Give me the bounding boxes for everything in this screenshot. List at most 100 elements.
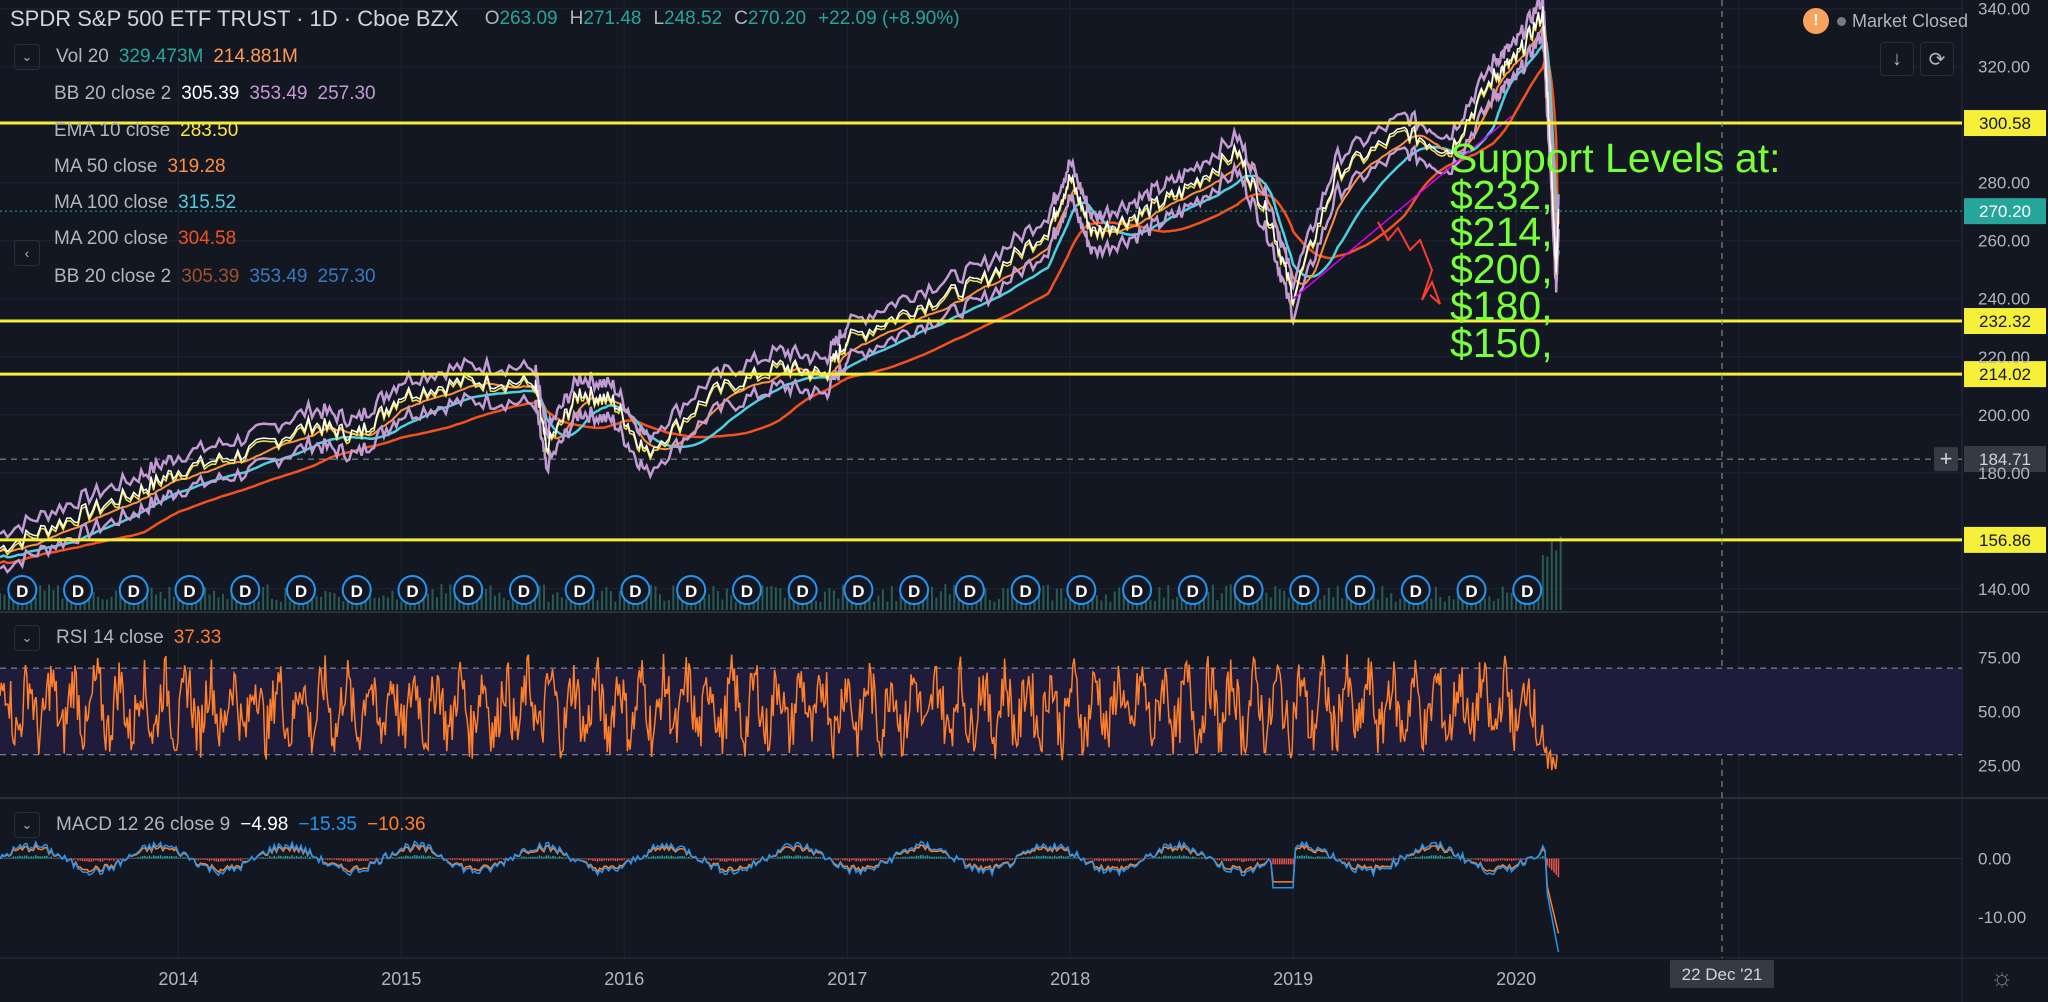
legend-name: MACD 12 26 close 9 — [56, 814, 231, 835]
legend-name: BB 20 close 2 — [54, 266, 172, 287]
dividend-marker-label: D — [1410, 582, 1422, 601]
rsi-band — [0, 668, 1962, 755]
dividend-marker-label: D — [295, 582, 307, 601]
legend-value: −15.35 — [298, 814, 357, 835]
legend-value: 214.881M — [213, 46, 298, 67]
rsi-line — [0, 653, 1558, 771]
dividend-marker-icon — [1010, 575, 1041, 605]
ohlc-open: O263.09 — [484, 8, 558, 29]
time-axis-tick: 2018 — [1050, 969, 1090, 989]
legend-value: 37.33 — [173, 627, 222, 648]
legend-value: 257.30 — [317, 83, 376, 104]
dividend-marker-label: D — [574, 582, 586, 601]
collapse-chevron-icon[interactable]: ⌄ — [14, 625, 40, 651]
red-arrow-annotation — [1377, 221, 1441, 305]
dividend-marker-icon — [620, 575, 651, 605]
dividend-marker-icon — [1066, 575, 1097, 605]
dividend-marker-label: D — [406, 582, 418, 601]
legend-value: 305.39 — [181, 83, 240, 104]
settings-gear-icon: ☼ — [1990, 962, 2014, 992]
legend-value: 319.28 — [167, 156, 226, 177]
dividend-marker-icon — [1122, 575, 1153, 605]
dividend-marker-label: D — [1131, 582, 1143, 601]
legend-value: 305.39 — [181, 266, 240, 287]
level-price-label: 300.58 — [1979, 114, 2031, 133]
dividend-marker-icon — [63, 575, 94, 605]
crosshair-price-label: 184.71 — [1979, 450, 2031, 469]
price-axis-tick: 180.00 — [1978, 464, 2030, 483]
legend-name: RSI 14 close — [56, 627, 164, 648]
market-status[interactable]: ! Market Closed — [1802, 8, 1968, 34]
dividend-marker-label: D — [1075, 582, 1087, 601]
dividend-marker-label: D — [16, 582, 28, 601]
level-price-badge — [1964, 110, 2046, 137]
dividend-marker-icon — [899, 575, 930, 605]
price-axis-tick: 140.00 — [1978, 580, 2030, 599]
dividend-marker-icon — [118, 575, 149, 605]
rsi-axis-tick: 50.00 — [1978, 702, 2021, 721]
annotation-level: $180, — [1450, 283, 1553, 329]
dividend-marker-icon — [174, 575, 205, 605]
legend-value: 329.473M — [118, 46, 204, 67]
dividend-marker-icon — [731, 575, 762, 605]
fullscreen-icon[interactable]: ⟳ — [1920, 42, 1954, 76]
collapse-legend-chevron-icon[interactable]: ‹ — [14, 240, 40, 266]
macd-axis-tick: 0.00 — [1978, 850, 2011, 869]
dividend-marker-label: D — [1354, 582, 1366, 601]
dividend-marker-label: D — [964, 582, 976, 601]
dividend-marker-icon — [1400, 575, 1431, 605]
support-levels-annotation: Support Levels at: $232, $214, $200, $18… — [1450, 135, 1781, 364]
legend-row[interactable]: MA 200 close 304.58 — [54, 224, 246, 254]
collapse-chevron-icon[interactable]: ⌄ — [14, 44, 40, 70]
time-axis-tick: 2019 — [1273, 969, 1313, 989]
dividend-marker-label: D — [796, 582, 808, 601]
dividend-marker-label: D — [741, 582, 753, 601]
legend-value: 315.52 — [178, 192, 237, 213]
trend-line — [1292, 115, 1513, 300]
last-price-badge — [1964, 198, 2046, 225]
time-axis-tick: 2014 — [158, 969, 198, 989]
dividend-marker-label: D — [629, 582, 641, 601]
level-price-label: 156.86 — [1979, 531, 2031, 550]
dividend-marker-icon — [787, 575, 818, 605]
annotation-title: Support Levels at: — [1450, 135, 1781, 181]
market-status-label: Market Closed — [1851, 10, 1968, 31]
legend-row[interactable]: ⌄ Vol 20 329.473M 214.881M — [14, 42, 308, 72]
price-axis-tick: 340.00 — [1978, 0, 2030, 19]
dividend-marker-label: D — [685, 582, 697, 601]
ohlc-low: L248.52 — [653, 8, 723, 29]
dividend-marker-label: D — [462, 582, 474, 601]
macd-legend[interactable]: ⌄ MACD 12 26 close 9 −4.98 −15.35 −10.36 — [14, 810, 436, 840]
dividend-marker-icon — [843, 575, 874, 605]
dividend-marker-icon — [453, 575, 484, 605]
legend-row[interactable]: MA 50 close 319.28 — [54, 152, 236, 182]
legend-row[interactable]: BB 20 close 2 305.39 353.49 257.30 — [54, 262, 386, 292]
ohlc-high: H271.48 — [569, 8, 642, 29]
legend-name: MA 200 close — [54, 228, 169, 249]
status-dot-icon — [1836, 16, 1846, 26]
collapse-chevron-icon[interactable]: ⌄ — [14, 812, 40, 838]
rsi-legend[interactable]: ⌄ RSI 14 close 37.33 — [14, 623, 231, 653]
time-axis-tick: 2015 — [381, 969, 421, 989]
warning-icon[interactable]: ! — [1802, 8, 1829, 34]
annotation-level: $232, — [1450, 172, 1553, 218]
dividend-marker-icon — [341, 575, 372, 605]
level-price-badge — [1964, 526, 2046, 553]
symbol-title: SPDR S&P 500 ETF TRUST · 1D · Cboe BZX — [10, 6, 459, 31]
legend-row[interactable]: BB 20 close 2 305.39 353.49 257.30 — [54, 79, 386, 109]
download-icon[interactable]: ↓ — [1880, 42, 1914, 76]
price-axis-tick: 280.00 — [1978, 174, 2030, 193]
price-axis-tick: 320.00 — [1978, 58, 2030, 77]
level-price-badge — [1964, 361, 2046, 388]
time-axis-tick: 2017 — [827, 969, 867, 989]
bb-upper-line — [0, 0, 1560, 540]
legend-row[interactable]: EMA 10 close 283.50 — [54, 116, 248, 146]
legend-name: Vol 20 — [56, 46, 109, 67]
dividend-marker-label: D — [1242, 582, 1254, 601]
legend-row[interactable]: MA 100 close 315.52 — [54, 188, 246, 218]
dividend-marker-label: D — [1187, 582, 1199, 601]
dividend-marker-label: D — [518, 582, 530, 601]
legend-value: −10.36 — [366, 814, 426, 835]
dividend-marker-label: D — [1298, 582, 1310, 601]
